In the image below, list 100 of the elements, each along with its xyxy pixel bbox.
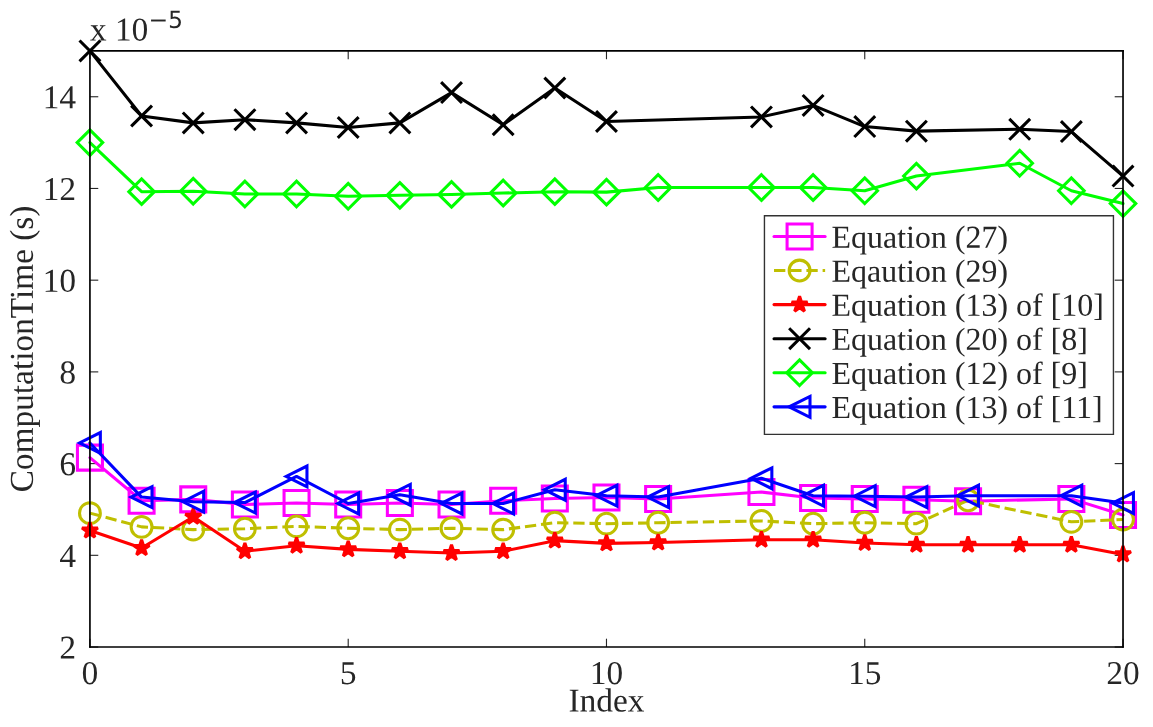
point — [77, 501, 102, 526]
legend-label: Equation (20) of [8] — [832, 327, 1086, 357]
point — [904, 119, 929, 144]
point — [232, 107, 257, 132]
point — [1111, 164, 1135, 189]
point — [749, 508, 774, 533]
point — [439, 80, 464, 105]
point — [801, 483, 826, 508]
legend-label: Equation (13) of [11] — [832, 395, 1101, 425]
point — [232, 516, 257, 541]
x-tick-label: 5 — [341, 662, 356, 685]
point — [597, 533, 616, 552]
point — [1005, 148, 1035, 178]
y-tick-label: 6 — [60, 453, 76, 476]
point — [958, 534, 978, 554]
y-tick-label: 8 — [60, 361, 75, 384]
point — [906, 534, 926, 554]
point — [230, 179, 260, 209]
point — [801, 93, 826, 118]
point — [594, 109, 619, 134]
point — [643, 173, 673, 202]
point — [493, 541, 513, 560]
point — [491, 112, 516, 137]
point — [542, 76, 567, 100]
point — [801, 511, 826, 536]
x-axis-title: Index — [569, 688, 645, 712]
y-tick-label: 10 — [45, 269, 75, 293]
point — [387, 110, 412, 135]
point — [127, 177, 156, 206]
point — [439, 516, 464, 541]
point — [1059, 119, 1084, 144]
point — [751, 529, 771, 548]
point — [338, 539, 358, 558]
point — [442, 543, 461, 562]
point — [336, 115, 361, 140]
point — [129, 514, 154, 539]
point — [284, 514, 309, 539]
point — [488, 178, 518, 208]
point — [387, 482, 412, 507]
point — [852, 510, 877, 535]
point — [902, 161, 931, 191]
point — [282, 179, 311, 209]
point — [956, 483, 981, 508]
point — [747, 173, 776, 202]
point — [385, 181, 415, 210]
y-tick-label: 4 — [60, 544, 76, 567]
point — [1007, 117, 1032, 142]
point — [287, 535, 307, 554]
point — [749, 466, 774, 491]
point — [235, 541, 255, 560]
point — [1057, 176, 1086, 206]
point — [132, 538, 152, 557]
point — [387, 517, 412, 542]
point — [129, 485, 154, 510]
point — [1061, 534, 1081, 554]
text: x 10$^{−5}$ — [90, 10, 181, 41]
point — [129, 104, 154, 128]
y-tick-label: 12 — [45, 177, 75, 201]
y-axis-title: ComputationTime (s) — [9, 207, 40, 491]
point — [437, 180, 466, 209]
point — [75, 128, 105, 157]
point — [491, 491, 516, 516]
point — [181, 110, 206, 135]
point — [178, 176, 208, 206]
point — [545, 530, 565, 549]
point — [542, 477, 567, 502]
point — [284, 110, 309, 135]
point — [850, 176, 880, 206]
point — [1010, 534, 1030, 554]
point — [648, 532, 668, 551]
point — [1059, 483, 1084, 508]
point — [852, 114, 877, 139]
point — [336, 516, 361, 541]
legend-label: Eqaution (29) — [832, 259, 1007, 289]
point — [1059, 509, 1084, 534]
point — [855, 533, 875, 552]
point — [904, 511, 929, 536]
point — [491, 517, 516, 542]
point — [540, 177, 570, 206]
x-tick-label: 0 — [82, 661, 97, 685]
x-tick-label: 15 — [851, 662, 881, 685]
legend-label: Equation (12) of [9] — [832, 361, 1086, 391]
y-tick-label: 2 — [60, 636, 75, 659]
x-tick-label: 20 — [1107, 661, 1139, 685]
point — [542, 510, 567, 535]
point — [803, 529, 823, 548]
point — [282, 489, 311, 518]
point — [594, 511, 619, 536]
point — [183, 506, 203, 526]
point — [646, 510, 671, 535]
legend-label: Equation (27) — [832, 225, 1007, 255]
legend-label: Equation (13) of [10] — [832, 293, 1102, 323]
point — [282, 463, 309, 490]
point — [749, 104, 774, 129]
point — [333, 181, 363, 211]
point — [1108, 189, 1138, 218]
y-tick-label: 14 — [45, 86, 76, 109]
point — [390, 541, 410, 560]
point — [592, 177, 621, 207]
x-tick-label: 10 — [592, 661, 622, 685]
